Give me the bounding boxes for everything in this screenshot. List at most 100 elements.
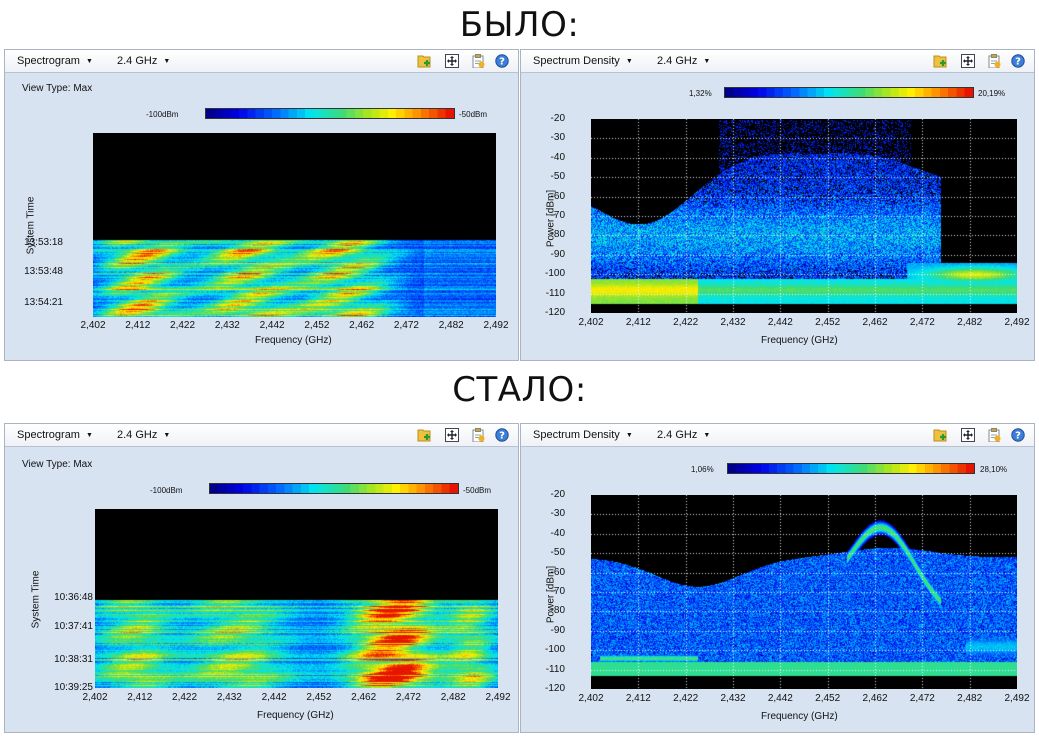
after-density-panel: Spectrum Density ▼ 2.4 GHz ▼ ? 1,06% 28,10… [520,423,1035,733]
add-chart-icon[interactable] [417,54,431,68]
time-tick: 13:54:21 [24,297,63,308]
time-tick: 10:39:25 [54,682,93,693]
time-tick: 10:38:31 [54,654,93,665]
before-spectrogram-panel: Spectrogram ▼ 2.4 GHz ▼ ? View Type: Max -… [4,49,519,361]
x-tick-label: 2,492 [483,320,509,331]
band-dropdown[interactable]: 2.4 GHz ▼ [657,55,711,67]
mode-dropdown[interactable]: Spectrogram ▼ [17,55,93,67]
move-icon[interactable] [961,428,975,442]
x-tick-label: 2,412 [127,692,153,703]
x-axis-title: Frequency (GHz) [257,710,334,721]
clipboard-icon[interactable] [471,54,485,69]
x-tick-label: 2,492 [1004,317,1030,328]
legend-max-label: 20,19% [978,89,1006,98]
x-tick-label: 2,422 [673,693,699,704]
x-tick-label: 2,442 [261,692,287,703]
help-icon[interactable]: ? [495,428,509,442]
time-tick: 13:53:48 [24,266,63,277]
x-tick-label: 2,412 [625,317,651,328]
toolbar: Spectrogram ▼ 2.4 GHz ▼ ? [5,50,518,73]
heading-after: СТАЛО: [452,370,587,410]
x-tick-label: 2,462 [862,693,888,704]
legend-max-label: 28,10% [980,465,1008,474]
y-axis-title: System Time [30,570,42,629]
x-tick-label: 2,422 [170,320,196,331]
band-dropdown[interactable]: 2.4 GHz ▼ [117,429,171,441]
x-tick-label: 2,452 [306,692,332,703]
y-tick-label: -30 [550,508,565,520]
legend-max-label: -50dBm [463,486,492,495]
y-tick-label: -50 [550,547,565,559]
move-icon[interactable] [445,428,459,442]
x-tick-label: 2,432 [216,692,242,703]
x-tick-label: 2,402 [82,692,108,703]
x-tick-label: 2,442 [767,693,793,704]
view-type-label: View Type: Max [22,459,93,470]
help-icon[interactable]: ? [1011,54,1025,68]
x-tick-label: 2,472 [909,693,935,704]
x-tick-label: 2,492 [485,692,511,703]
x-axis-title: Frequency (GHz) [255,335,332,346]
add-chart-icon[interactable] [933,428,947,442]
band-dropdown[interactable]: 2.4 GHz ▼ [657,429,711,441]
x-axis-title: Frequency (GHz) [761,711,838,722]
time-tick: 13:53:18 [24,237,63,248]
x-tick-label: 2,472 [909,317,935,328]
x-tick-label: 2,492 [1004,693,1030,704]
after-spectrogram-panel: Spectrogram ▼ 2.4 GHz ▼ ? View Type: Max -… [4,423,519,733]
color-scale-bar [727,463,975,474]
x-tick-label: 2,452 [815,693,841,704]
x-tick-label: 2,402 [80,320,106,331]
y-tick-label: -80 [550,605,565,617]
legend-min-label: -100dBm [146,110,179,119]
add-chart-icon[interactable] [933,54,947,68]
time-tick: 10:37:41 [54,621,93,632]
y-axis-title: System Time [25,196,37,255]
x-tick-label: 2,412 [125,320,151,331]
x-tick-label: 2,462 [862,317,888,328]
mode-dropdown[interactable]: Spectrogram ▼ [17,429,93,441]
toolbar: Spectrum Density ▼ 2.4 GHz ▼ ? [521,50,1034,73]
mode-dropdown[interactable]: Spectrum Density ▼ [533,55,633,67]
x-tick-label: 2,432 [214,320,240,331]
y-tick-label: -60 [550,190,565,202]
legend-min-label: 1,06% [691,465,714,474]
y-tick-label: -60 [550,566,565,578]
move-icon[interactable] [961,54,975,68]
toolbar: Spectrum Density ▼ 2.4 GHz ▼ ? [521,424,1034,447]
y-tick-label: -100 [544,644,565,656]
clipboard-icon[interactable] [471,428,485,443]
toolbar: Spectrogram ▼ 2.4 GHz ▼ ? [5,424,518,447]
y-tick-label: -20 [550,113,565,124]
help-icon[interactable]: ? [1011,428,1025,442]
y-tick-label: -90 [550,624,565,636]
add-chart-icon[interactable] [417,428,431,442]
x-tick-label: 2,452 [304,320,330,331]
spectrogram-plot [95,509,498,688]
mode-dropdown[interactable]: Spectrum Density ▼ [533,429,633,441]
y-tick-label: -70 [550,586,565,597]
spectrogram-plot [93,133,496,317]
y-tick-label: -110 [545,287,565,299]
x-tick-label: 2,432 [720,317,746,328]
move-icon[interactable] [445,54,459,68]
x-tick-label: 2,402 [578,693,604,704]
svg-text:?: ? [1015,57,1021,68]
clipboard-icon[interactable] [987,54,1001,69]
x-tick-label: 2,462 [349,320,375,331]
x-tick-label: 2,442 [767,317,793,328]
x-tick-label: 2,412 [625,693,651,704]
x-tick-label: 2,442 [259,320,285,331]
x-tick-label: 2,482 [957,693,983,704]
y-tick-label: -90 [550,248,565,260]
color-scale-bar [209,483,459,494]
svg-text:?: ? [1015,431,1021,442]
x-tick-label: 2,422 [673,317,699,328]
density-plot [591,495,1017,689]
band-dropdown[interactable]: 2.4 GHz ▼ [117,55,171,67]
help-icon[interactable]: ? [495,54,509,68]
clipboard-icon[interactable] [987,428,1001,443]
color-scale-bar [205,108,455,119]
x-tick-label: 2,482 [957,317,983,328]
x-tick-label: 2,422 [172,692,198,703]
